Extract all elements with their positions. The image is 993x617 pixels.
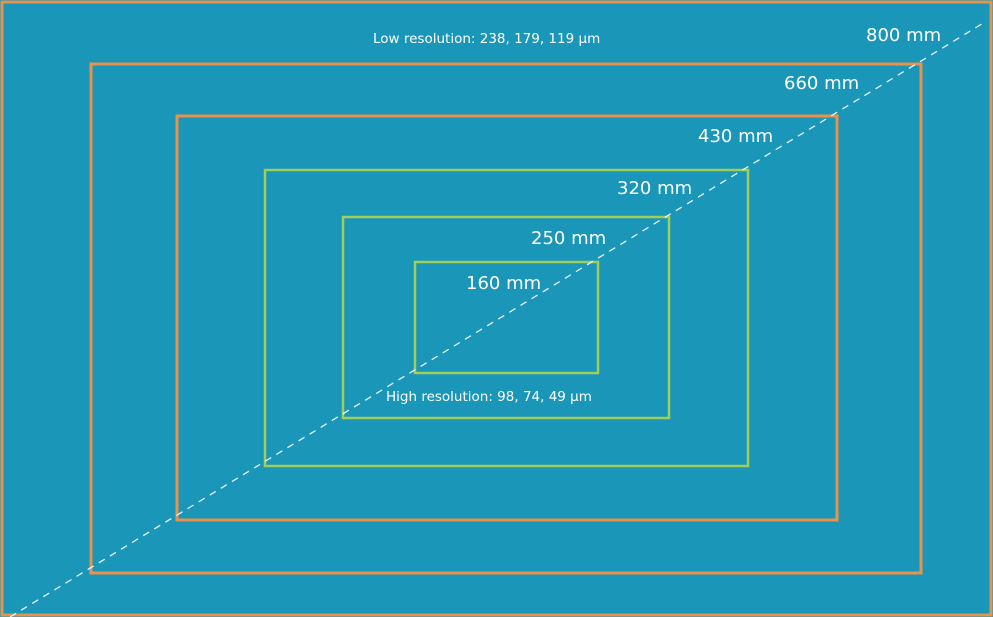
size-label-660mm: 660 mm xyxy=(784,73,860,94)
frame-660mm xyxy=(89,62,923,575)
frame-320mm xyxy=(263,168,750,468)
frame-250mm xyxy=(341,215,671,420)
diagonal-dashed-line xyxy=(9,21,986,617)
low-resolution-note: Low resolution: 238, 179, 119 µm xyxy=(373,31,601,47)
frame-160mm xyxy=(413,260,600,375)
size-label-160mm: 160 mm xyxy=(466,273,542,294)
size-label-800mm: 800 mm xyxy=(866,25,942,46)
size-label-320mm: 320 mm xyxy=(617,178,693,199)
size-label-430mm: 430 mm xyxy=(698,126,774,147)
frame-430mm xyxy=(175,114,839,522)
size-label-250mm: 250 mm xyxy=(531,228,607,249)
high-resolution-note: High resolution: 98, 74, 49 µm xyxy=(386,389,592,405)
